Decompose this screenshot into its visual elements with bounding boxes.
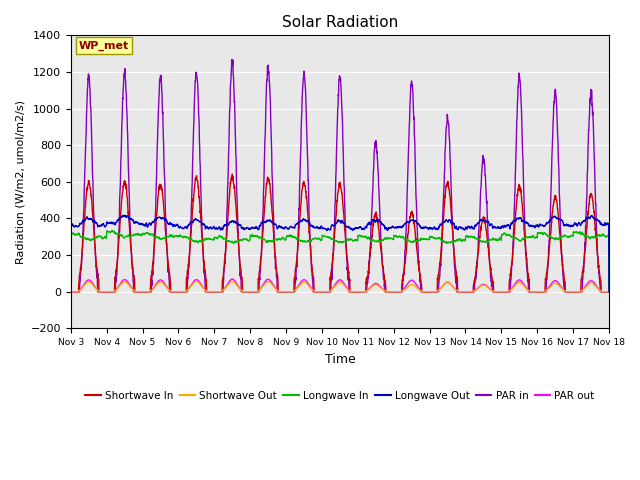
- PAR in: [67, 289, 75, 295]
- Longwave In: [558, 233, 566, 239]
- Line: Shortwave In: Shortwave In: [71, 174, 609, 292]
- PAR out: [558, 285, 566, 290]
- PAR out: [573, 289, 580, 295]
- PAR in: [356, 289, 364, 295]
- Shortwave Out: [558, 286, 566, 291]
- Text: WP_met: WP_met: [79, 40, 129, 51]
- Line: Longwave In: Longwave In: [71, 230, 609, 292]
- Shortwave In: [356, 289, 364, 295]
- Shortwave In: [573, 289, 580, 295]
- Shortwave Out: [605, 289, 613, 295]
- Shortwave In: [367, 241, 375, 247]
- Shortwave Out: [573, 289, 580, 295]
- Longwave Out: [605, 289, 613, 295]
- Longwave Out: [356, 225, 364, 230]
- PAR out: [497, 289, 504, 295]
- Longwave In: [109, 228, 116, 233]
- PAR out: [367, 284, 375, 289]
- Shortwave In: [67, 289, 75, 295]
- Longwave Out: [367, 220, 375, 226]
- PAR out: [605, 289, 613, 295]
- Shortwave Out: [356, 289, 364, 295]
- Longwave In: [605, 289, 613, 295]
- Longwave In: [573, 229, 580, 235]
- Longwave In: [356, 232, 364, 238]
- PAR out: [228, 276, 236, 282]
- PAR out: [217, 289, 225, 295]
- Longwave Out: [497, 224, 504, 230]
- Longwave In: [67, 231, 75, 237]
- Title: Solar Radiation: Solar Radiation: [282, 15, 398, 30]
- Y-axis label: Radiation (W/m2, umol/m2/s): Radiation (W/m2, umol/m2/s): [15, 100, 25, 264]
- Longwave Out: [67, 223, 75, 229]
- Shortwave In: [217, 289, 225, 295]
- PAR in: [558, 250, 566, 256]
- PAR in: [573, 289, 580, 295]
- X-axis label: Time: Time: [324, 353, 355, 366]
- PAR out: [356, 289, 364, 295]
- PAR in: [217, 289, 225, 295]
- Line: Longwave Out: Longwave Out: [71, 215, 609, 292]
- Line: PAR out: PAR out: [71, 279, 609, 292]
- Longwave In: [497, 236, 504, 241]
- Shortwave Out: [497, 289, 504, 295]
- PAR out: [67, 289, 75, 295]
- Longwave Out: [558, 217, 566, 223]
- Longwave Out: [217, 226, 225, 232]
- Shortwave In: [605, 289, 613, 295]
- Shortwave Out: [67, 289, 75, 295]
- Shortwave In: [497, 289, 504, 295]
- Line: PAR in: PAR in: [71, 60, 609, 292]
- Longwave Out: [573, 222, 580, 228]
- Longwave In: [217, 234, 225, 240]
- Line: Shortwave Out: Shortwave Out: [71, 281, 609, 292]
- Shortwave In: [558, 252, 566, 258]
- Shortwave Out: [217, 289, 225, 295]
- PAR in: [605, 289, 613, 295]
- PAR in: [228, 57, 236, 62]
- PAR in: [497, 289, 504, 295]
- Longwave In: [367, 238, 375, 244]
- Shortwave Out: [228, 278, 236, 284]
- Longwave Out: [124, 212, 131, 218]
- Shortwave In: [228, 171, 236, 177]
- Shortwave Out: [367, 285, 375, 290]
- Legend: Shortwave In, Shortwave Out, Longwave In, Longwave Out, PAR in, PAR out: Shortwave In, Shortwave Out, Longwave In…: [81, 387, 599, 405]
- PAR in: [367, 218, 375, 224]
